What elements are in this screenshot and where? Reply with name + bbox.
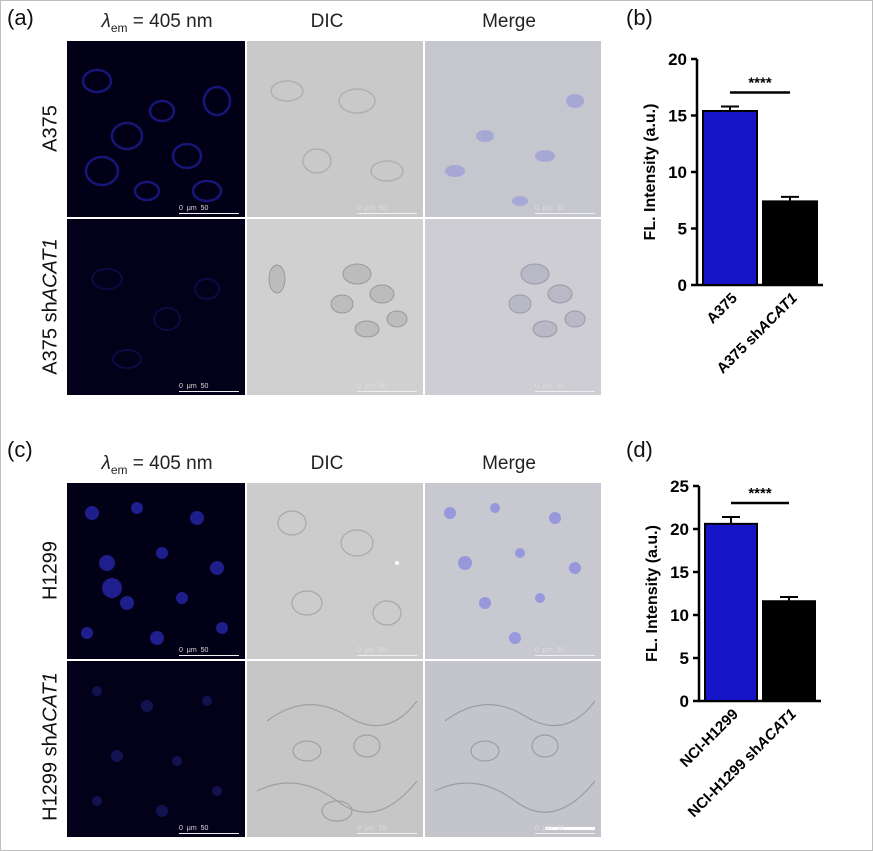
bar	[704, 522, 758, 703]
micrograph-h1299-shacat1-merge: 0 μm 50	[425, 661, 601, 837]
scale-bar-line	[545, 827, 595, 830]
dic-image	[256, 700, 418, 822]
micrograph-a375-merge: 0 μm 50	[425, 41, 601, 217]
dic-image	[277, 510, 402, 626]
micrograph-a375-fluorescence: 0 μm 50	[67, 41, 245, 217]
panel-label-d: (d)	[626, 437, 653, 462]
y-axis-label: FL. Intensity (a.u.)	[644, 525, 661, 662]
column-header-dic: DIC	[310, 11, 344, 32]
micrograph-h1299-shacat1-dic: 0 μm 50	[247, 661, 423, 837]
scale-bar: 0 μm 50	[535, 647, 595, 656]
micrograph-h1299-shacat1-fluorescence: 0 μm 50	[67, 661, 245, 837]
y-tick-label: 20	[670, 520, 689, 539]
merge-image	[444, 503, 581, 644]
y-tick-label: 10	[668, 163, 687, 182]
dic-image	[270, 80, 404, 182]
column-header-fluorescence: λem = 405 nm	[101, 11, 213, 35]
fluorescence-image	[81, 502, 228, 645]
panel-label-c: (c)	[7, 437, 33, 462]
scale-bar: 0 μm 50	[357, 205, 417, 214]
bar	[702, 109, 758, 287]
bright-spot	[395, 561, 399, 565]
merge-image	[508, 263, 586, 338]
y-tick-label: 15	[670, 563, 689, 582]
fluorescence-image	[81, 68, 232, 203]
fluorescence-image	[91, 268, 220, 369]
row-label-h1299-shacat1: H1299 shACAT1	[39, 672, 62, 821]
scale-bar: 0 μm 50	[179, 383, 239, 392]
y-tick-label: 25	[670, 477, 689, 496]
y-tick-label: 0	[680, 692, 689, 711]
scale-bar: 0 μm 50	[179, 205, 239, 214]
column-header-fluorescence: λem = 405 nm	[101, 453, 213, 477]
row-label-a375-shacat1: A375 shACAT1	[39, 238, 62, 375]
y-tick-label: 5	[680, 649, 689, 668]
scale-bar: 0 μm 50	[179, 825, 239, 834]
y-tick-label: 0	[678, 276, 687, 295]
category-label: A375	[703, 290, 740, 327]
fluorescence-image	[92, 686, 222, 817]
row-label-a375: A375	[39, 105, 62, 152]
panel-label-a: (a)	[7, 5, 34, 30]
y-tick-label: 5	[678, 220, 687, 239]
merge-image	[445, 94, 584, 206]
micrograph-a375-shacat1-merge: 0 μm 50	[425, 219, 601, 395]
scale-bar: 0 μm 50	[357, 647, 417, 656]
micrograph-a375-shacat1-fluorescence: 0 μm 50	[67, 219, 245, 395]
scale-bar: 0 μm 50	[535, 383, 595, 392]
micrograph-a375-shacat1-dic: 0 μm 50	[247, 219, 423, 395]
bar	[762, 200, 818, 287]
scale-bar: 0 μm 50	[357, 825, 417, 834]
scale-bar: 0 μm 50	[179, 647, 239, 656]
scale-bar: 0 μm 50	[357, 383, 417, 392]
dic-image	[268, 263, 408, 338]
scale-bar: 0 μm 50	[535, 825, 595, 834]
y-tick-label: 10	[670, 606, 689, 625]
y-tick-label: 15	[668, 107, 687, 126]
bar	[762, 600, 816, 703]
merge-image	[434, 700, 596, 830]
column-header-dic: DIC	[310, 453, 344, 474]
micrograph-h1299-dic: 0 μm 50	[247, 483, 423, 659]
micrograph-a375-dic: 0 μm 50	[247, 41, 423, 217]
column-header-merge: Merge	[482, 11, 536, 32]
significance-label: ****	[748, 485, 772, 502]
significance-label: ****	[748, 74, 772, 91]
scale-bar: 0 μm 50	[535, 205, 595, 214]
micrograph-h1299-merge: 0 μm 50	[425, 483, 601, 659]
y-axis-label: FL. Intensity (a.u.)	[642, 104, 659, 241]
micrograph-h1299-fluorescence: 0 μm 50	[67, 483, 245, 659]
row-label-h1299: H1299	[39, 541, 62, 600]
category-label: NCI-H1299 shACAT1	[685, 706, 800, 821]
column-header-merge: Merge	[482, 453, 536, 474]
y-tick-label: 20	[668, 50, 687, 69]
panel-label-b: (b)	[626, 5, 653, 30]
